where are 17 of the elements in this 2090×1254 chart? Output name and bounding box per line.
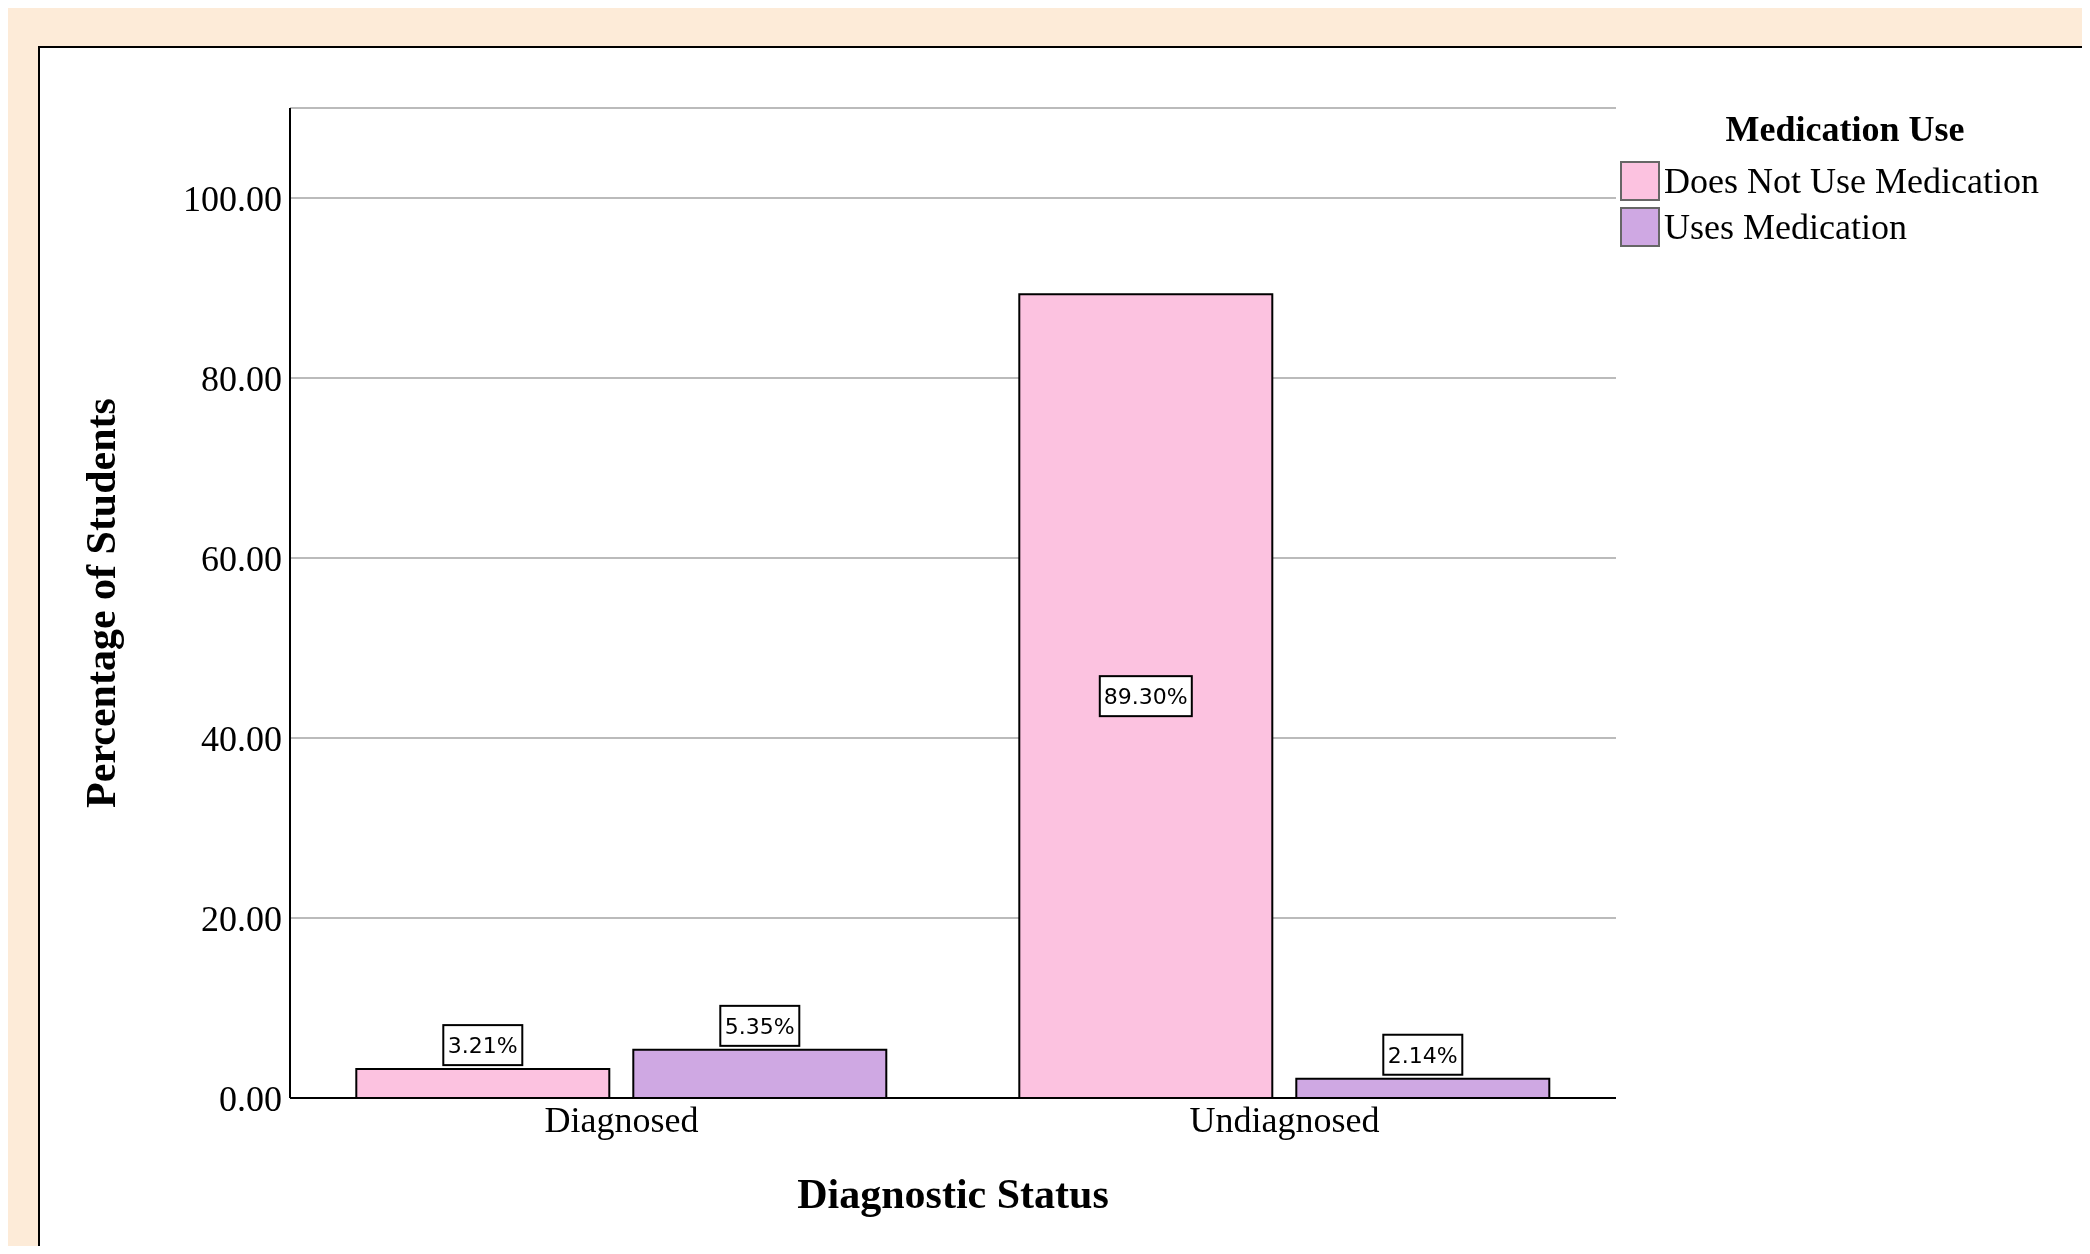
x-tick-label: Undiagnosed: [1189, 1099, 1380, 1140]
legend-label: Does Not Use Medication: [1663, 160, 2040, 203]
data-label: 3.21%: [447, 1033, 518, 1059]
y-tick-label: 0.00: [219, 1078, 282, 1119]
x-axis-title: Diagnostic Status: [797, 1171, 1109, 1217]
data-label: 5.35%: [724, 1013, 795, 1039]
y-tick-label: 20.00: [201, 898, 282, 939]
data-label: 2.14%: [1387, 1042, 1458, 1068]
y-axis-title: Percentage of Students: [77, 398, 124, 808]
data-label: 89.30%: [1103, 684, 1188, 710]
legend-title: Medication Use: [1724, 108, 1966, 150]
x-tick-label: Diagnosed: [544, 1099, 699, 1140]
y-tick-label: 40.00: [201, 718, 282, 759]
y-tick-label: 60.00: [201, 538, 282, 579]
y-tick-label: 100.00: [183, 178, 282, 219]
legend-label: Uses Medication: [1663, 206, 1908, 249]
y-tick-label: 80.00: [201, 358, 282, 399]
